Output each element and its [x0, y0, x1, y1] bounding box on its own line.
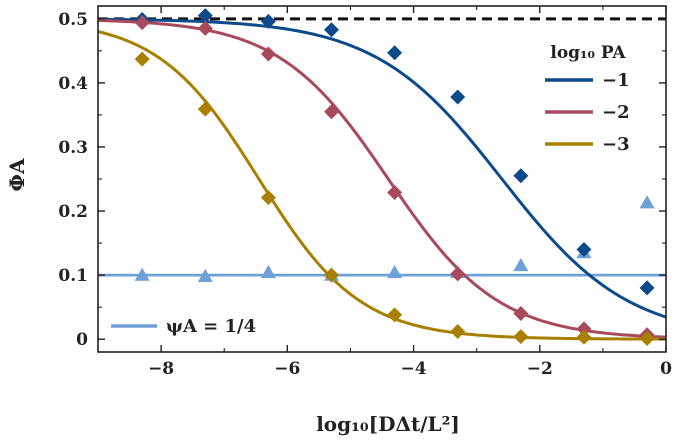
series-3-curve	[98, 30, 666, 341]
x-tick-label: −4	[401, 359, 427, 379]
baseline-point	[197, 268, 213, 283]
series-1-point	[387, 45, 403, 61]
series-1-point	[576, 241, 592, 257]
x-tick-label: −2	[527, 359, 553, 379]
series-2-point	[324, 104, 340, 120]
series-3-point	[324, 267, 340, 283]
legend-baseline-label: ψA = 1/4	[166, 316, 256, 337]
series-3-point	[639, 331, 655, 347]
legend-label-3: −3	[602, 134, 630, 155]
legend: log₁₀ PA −1 −2 −3	[545, 43, 630, 155]
y-tick-label: 0.1	[58, 266, 88, 286]
y-axis-label: ΦA	[5, 158, 29, 191]
series-2-point	[260, 46, 276, 62]
y-tick-label: 0.4	[58, 74, 88, 94]
legend-label-2: −2	[602, 102, 630, 123]
series-1-point	[324, 22, 340, 38]
x-tick-label: −8	[148, 359, 174, 379]
series-2-point	[450, 266, 466, 282]
y-tick-label: 0.5	[58, 10, 88, 30]
series-3-point	[513, 329, 529, 345]
y-tick-label: 0.3	[58, 138, 88, 158]
baseline-point	[387, 265, 403, 279]
y-tick-label: 0.2	[58, 202, 88, 222]
y-tick-label: 0	[76, 330, 88, 350]
series-1-point	[513, 168, 529, 184]
series-2-point	[197, 20, 213, 36]
axes: −8 −6 −4 −2 0 0 0.1 0.2 0.3 0.4 0.5	[58, 5, 672, 379]
series-2-point	[576, 321, 592, 337]
series-3-point	[197, 101, 213, 117]
baseline-point	[134, 267, 150, 281]
baseline-point	[260, 265, 276, 279]
x-tick-label: −6	[274, 359, 300, 379]
series-3-point	[387, 307, 403, 323]
legend-baseline: ψA = 1/4	[111, 316, 256, 337]
series-1-point	[450, 89, 466, 105]
series-1-curve	[98, 17, 666, 319]
x-axis-label: log₁₀[DΔt/L²]	[316, 412, 460, 436]
series-2-point	[134, 15, 150, 31]
series-2-curve	[98, 18, 666, 339]
series-3-point	[450, 323, 466, 339]
series-3-point	[134, 51, 150, 67]
legend-title: log₁₀ PA	[550, 43, 626, 63]
x-tick-label: 0	[660, 359, 672, 379]
baseline-point	[513, 258, 529, 272]
series-2-point	[513, 306, 529, 322]
series-1-point	[639, 280, 655, 296]
series-1-point	[260, 13, 276, 29]
plot-area	[98, 8, 666, 347]
series-2-point	[387, 184, 403, 200]
baseline-point	[639, 195, 655, 209]
series-3-point	[576, 329, 592, 345]
legend-label-1: −1	[602, 70, 630, 91]
series-1-point	[197, 8, 213, 24]
series-3-point	[260, 190, 276, 206]
